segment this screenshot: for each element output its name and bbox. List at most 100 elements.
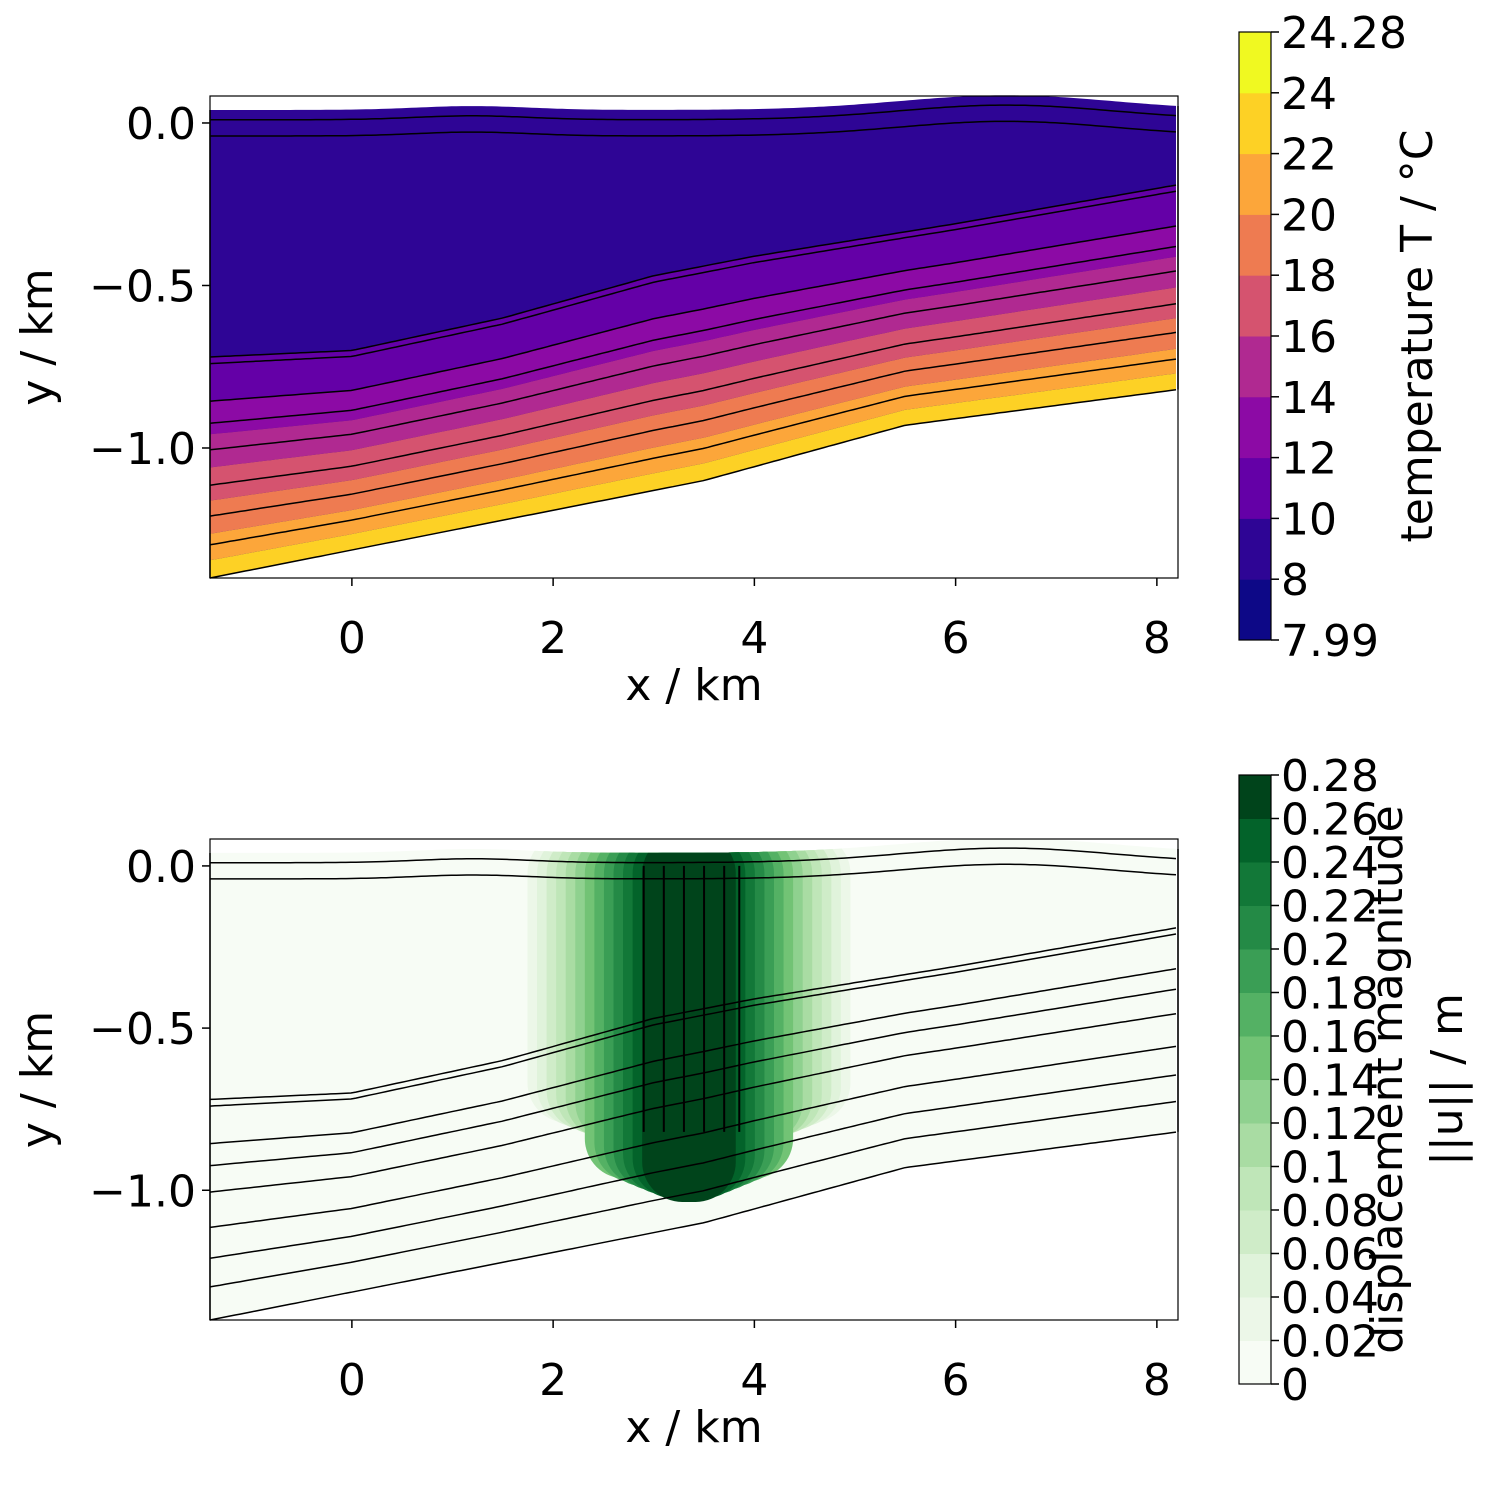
x-tick-label: 6: [942, 1355, 970, 1406]
y-tick-label: 0.0: [126, 99, 196, 150]
colorbar-tick-label: 12: [1281, 434, 1337, 485]
colorbar-tick-label: 0.04: [1281, 1273, 1379, 1324]
y-axis-label: y / km: [12, 1011, 63, 1148]
colorbar-tick-label: 20: [1281, 190, 1337, 241]
colorbar-tick-label: 14: [1281, 373, 1337, 424]
layer-line: [209, 988, 1177, 1167]
colorbar-band: [1239, 336, 1271, 398]
field-region: [210, 185, 1176, 402]
colorbar-band: [1239, 214, 1271, 276]
halo: [527, 838, 851, 1202]
layer-line: [210, 104, 1177, 121]
colorbar-band: [1239, 32, 1271, 94]
layer-line: [209, 184, 1177, 358]
x-axis-label: x / km: [625, 1402, 762, 1453]
y-tick-label: 0.0: [126, 842, 196, 893]
colorbar-tick-label: 0.06: [1281, 1230, 1379, 1281]
field-region: [210, 287, 1176, 501]
colorbar-tick-label: 0.14: [1281, 1056, 1379, 1107]
layer-line: [209, 190, 1177, 365]
layer-line: [209, 967, 1177, 1145]
colorbar-band: [1239, 818, 1271, 863]
y-axis-label: y / km: [12, 268, 63, 405]
x-tick-label: 8: [1143, 613, 1171, 664]
layer-line: [209, 1012, 1177, 1193]
colorbar-tick-label: 0.16: [1281, 1012, 1379, 1063]
colorbar-tick-label: 0.22: [1281, 882, 1379, 933]
colorbar-tick-label: 0.12: [1281, 1099, 1379, 1150]
x-tick-label: 0: [338, 613, 366, 664]
colorbar-band: [1239, 275, 1271, 337]
layer-line: [209, 1045, 1177, 1229]
x-tick-label: 2: [539, 613, 567, 664]
x-tick-label: 2: [539, 1355, 567, 1406]
x-tick-label: 4: [740, 1355, 768, 1406]
colorbar-band: [1239, 153, 1271, 215]
colorbar-tick-label: 24.28: [1281, 8, 1407, 59]
layer-line: [209, 331, 1177, 517]
axes-frame: [209, 95, 1179, 579]
colorbar-tick-label: 0.1: [1281, 1143, 1351, 1194]
colorbar-tick-label: 0.28: [1281, 751, 1379, 802]
colorbar-tick-label: 0.2: [1281, 925, 1351, 976]
colorbar-tick-label: 7.99: [1281, 616, 1379, 667]
y-tick-label: −0.5: [89, 1004, 196, 1055]
layer-line: [209, 225, 1177, 402]
layer-line: [210, 120, 1177, 137]
colorbar-band: [1239, 862, 1271, 906]
layer-line: [209, 245, 1177, 425]
field-region: [210, 318, 1176, 534]
layer-line: [209, 1074, 1177, 1259]
colorbar-label: displacement magnitude: [1362, 805, 1413, 1354]
colorbar-band: [1239, 1079, 1271, 1124]
colorbar-tick-label: 0.08: [1281, 1186, 1379, 1237]
layer-line: [209, 389, 1177, 579]
colorbar-band: [1239, 457, 1271, 519]
colorbar-band: [1239, 949, 1271, 993]
y-tick-label: −1.0: [89, 424, 196, 475]
colorbar-tick-label: 0.18: [1281, 969, 1379, 1020]
contour-field: [209, 838, 1179, 1321]
colorbar-band: [1239, 1166, 1271, 1211]
layer-line: [209, 358, 1177, 546]
colorbar-tick-label: 8: [1281, 555, 1309, 606]
colorbar-band: [1239, 992, 1271, 1037]
colorbar-label: temperature T / °C: [1392, 130, 1443, 543]
axes-frame: [209, 838, 1179, 1321]
colorbar-band: [1239, 1210, 1271, 1254]
layer-line: [209, 270, 1177, 451]
contour-field: [209, 95, 1179, 579]
colorbar-tick-label: 22: [1281, 130, 1337, 181]
x-tick-label: 8: [1143, 1355, 1171, 1406]
colorbar-tick-label: 10: [1281, 494, 1337, 545]
x-axis-label: x / km: [625, 660, 762, 711]
colorbar-band: [1239, 1297, 1271, 1341]
colorbar-band: [1239, 1340, 1271, 1385]
layer-line: [210, 847, 1177, 864]
x-tick-label: 6: [942, 613, 970, 664]
colorbar-tick-label: 0.02: [1281, 1317, 1379, 1368]
colorbar-band: [1239, 1036, 1271, 1080]
colorbar-band: [1239, 775, 1271, 819]
y-tick-label: −0.5: [89, 261, 196, 312]
colorbar-tick-label: 18: [1281, 251, 1337, 302]
colorbar-tick-label: 0.24: [1281, 838, 1379, 889]
colorbar-band: [1239, 1123, 1271, 1167]
colorbar-band: [1239, 905, 1271, 950]
field-region: [210, 373, 1176, 578]
field-region: [210, 348, 1176, 561]
layer-line: [210, 863, 1177, 880]
field-region: [210, 226, 1176, 435]
x-tick-label: 0: [338, 1355, 366, 1406]
colorbar-tick-label: 16: [1281, 312, 1337, 363]
layer-line: [209, 927, 1177, 1101]
colorbar-tick-label: 24: [1281, 69, 1337, 120]
colorbar-band: [1239, 92, 1271, 155]
colorbar-band: [1239, 518, 1271, 580]
colorbar-tick-label: 0: [1281, 1360, 1309, 1411]
y-tick-label: −1.0: [89, 1166, 196, 1217]
colorbar-tick-label: 0.26: [1281, 795, 1379, 846]
colorbar-band: [1239, 1253, 1271, 1298]
colorbar-label: ||u|| / m: [1422, 993, 1473, 1166]
